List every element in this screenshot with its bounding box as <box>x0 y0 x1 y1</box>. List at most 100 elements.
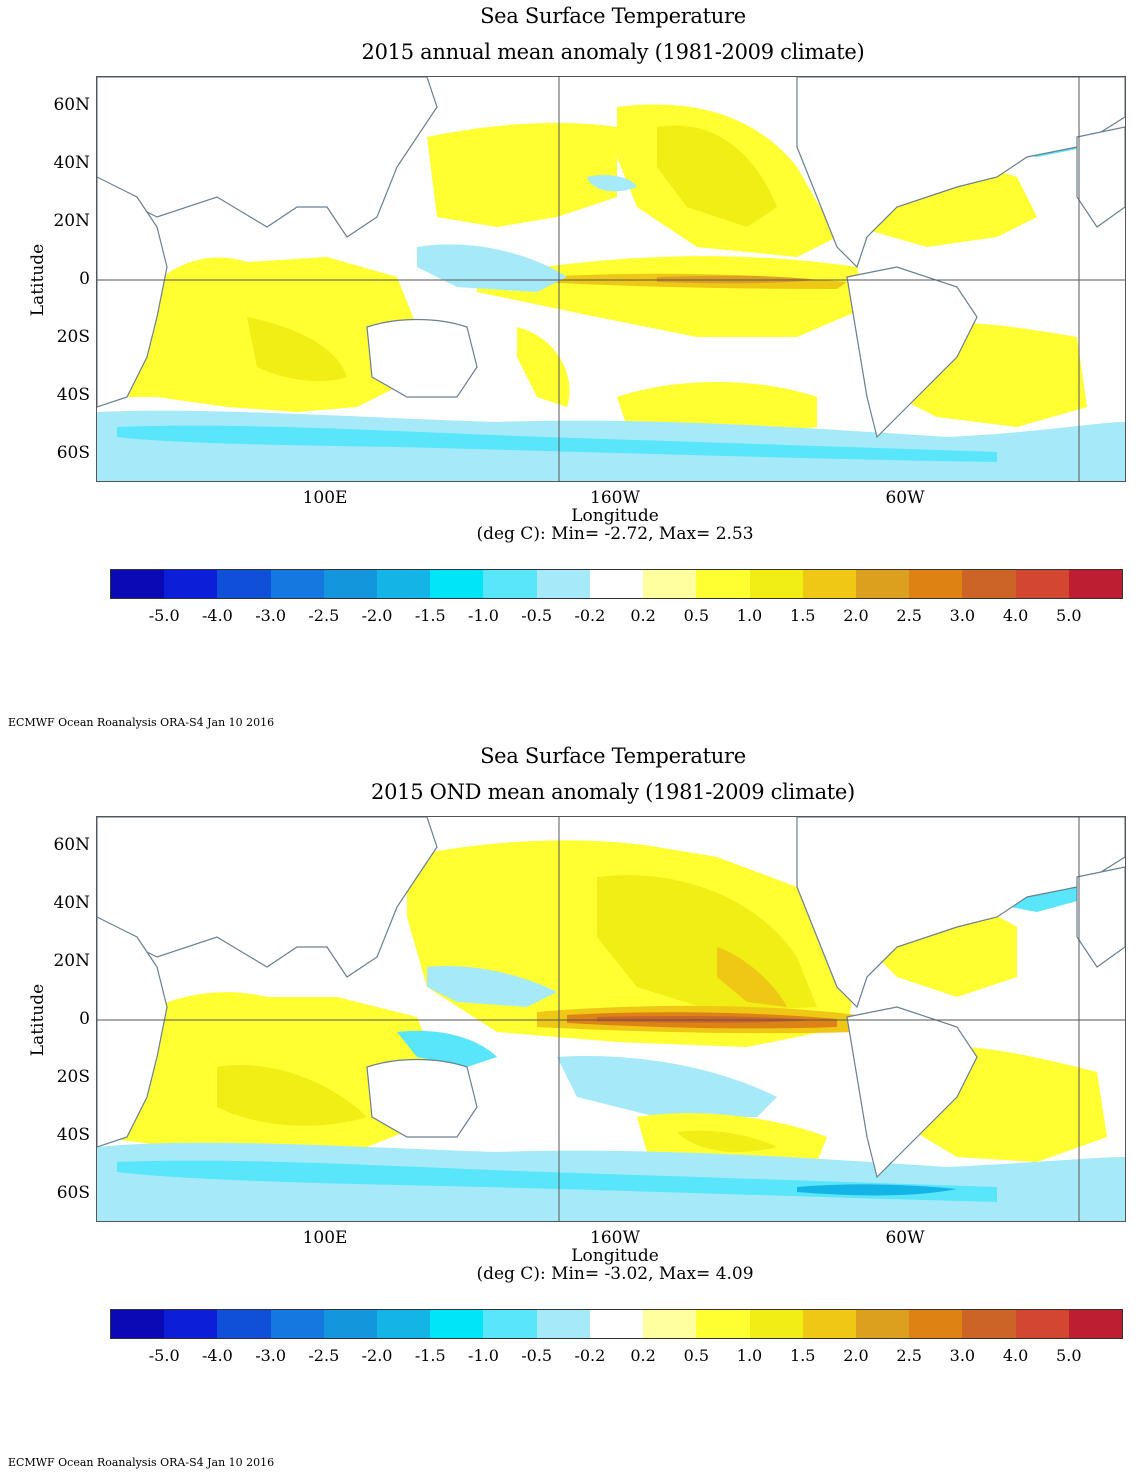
colorbar-segment <box>855 570 910 598</box>
land-africa <box>97 176 168 408</box>
lat-tick: 0 <box>79 1009 90 1029</box>
colorbar-segment <box>270 1310 325 1338</box>
chart-title: Sea Surface Temperature <box>480 4 746 28</box>
land-north-america <box>796 77 1125 269</box>
colorbar-label: -4.0 <box>201 1346 233 1365</box>
land-masses <box>97 77 1125 439</box>
anomaly-hot <box>597 1016 817 1023</box>
anomaly-warm-mid <box>217 1065 367 1126</box>
y-axis-title: Latitude <box>28 983 48 1057</box>
colorbar-segment <box>749 1310 804 1338</box>
colorbar-segment <box>855 1310 910 1338</box>
lat-tick: 40N <box>53 893 90 913</box>
colorbar-segment <box>430 570 484 598</box>
land-europe <box>1076 866 1125 968</box>
colorbar <box>110 1309 1123 1339</box>
colorbar-segment <box>164 1310 218 1338</box>
lat-tick: 20S <box>56 1067 90 1087</box>
lat-tick: 40S <box>56 385 90 405</box>
colorbar-segment <box>483 570 538 598</box>
lat-tick: 40S <box>56 1125 90 1145</box>
colorbar-segment <box>589 1310 644 1338</box>
colorbar-label: 1.0 <box>736 606 763 625</box>
colorbar-label: 4.0 <box>1002 606 1029 625</box>
anomaly-cool <box>587 175 637 192</box>
colorbar-segment <box>111 570 165 598</box>
colorbar-segment <box>909 570 963 598</box>
lat-tick: 60N <box>53 835 90 855</box>
colorbar-label: -0.2 <box>574 1346 606 1365</box>
colorbar-label: -0.5 <box>521 606 553 625</box>
colorbar-segment <box>802 570 857 598</box>
colorbar-segment <box>696 1310 751 1338</box>
chart-subtitle: 2015 annual mean anomaly (1981-2009 clim… <box>361 40 865 64</box>
lat-tick: 60N <box>53 95 90 115</box>
colorbar-label: 2.0 <box>843 606 869 625</box>
lat-tick: 20N <box>53 211 90 231</box>
colorbar-segment <box>111 1310 165 1338</box>
colorbar-label: 2.5 <box>896 606 922 625</box>
lat-tick: 60S <box>56 443 90 463</box>
colorbar-segment <box>323 1310 378 1338</box>
anomaly-cool <box>117 1160 997 1202</box>
anomaly-warm-mid <box>677 1130 777 1152</box>
lon-tick: 100E <box>302 488 348 508</box>
colorbar-label: -1.5 <box>414 606 446 625</box>
colorbar-label: 1.5 <box>790 606 816 625</box>
anomaly-warm-strong <box>717 947 787 1007</box>
anomaly-warm-mid <box>247 317 347 382</box>
anomaly-cool <box>397 1030 497 1067</box>
colorbar-label: -2.5 <box>308 1346 340 1365</box>
lat-tick: 0 <box>79 269 90 289</box>
y-axis-title: Latitude <box>28 243 48 317</box>
colorbar-label: -2.0 <box>361 1346 393 1365</box>
lat-tick: 40N <box>53 153 90 173</box>
colorbar-segment <box>1068 1310 1123 1338</box>
colorbar-label: 1.0 <box>736 1346 763 1365</box>
colorbar-label: 2.5 <box>896 1346 922 1365</box>
colorbar-label: 4.0 <box>1002 1346 1029 1365</box>
colorbar-label: 5.0 <box>1056 606 1082 625</box>
anomaly-cool <box>117 425 997 462</box>
colorbar-label: -0.2 <box>574 606 606 625</box>
colorbar-label: 0.5 <box>683 606 710 625</box>
colorbar-label: -0.5 <box>521 1346 553 1365</box>
colorbar-label: 0.2 <box>630 1346 656 1365</box>
colorbar-segment <box>909 1310 963 1338</box>
colorbar-label: -1.0 <box>468 606 499 625</box>
lon-tick: 100E <box>302 1228 348 1248</box>
colorbar-label: -1.0 <box>468 1346 499 1365</box>
x-axis-title: Longitude <box>571 1246 659 1266</box>
anomaly-map <box>96 76 1126 482</box>
colorbar-label: 3.0 <box>949 1346 976 1365</box>
colorbar-label: 1.5 <box>790 1346 816 1365</box>
colorbar-segment <box>643 570 697 598</box>
lon-tick: 160W <box>590 488 640 508</box>
lat-tick: 60S <box>56 1183 90 1203</box>
colorbar-label: -1.5 <box>414 1346 446 1365</box>
colorbar-segment <box>536 1310 591 1338</box>
land-europe <box>1076 126 1125 228</box>
land-masses <box>97 817 1125 1179</box>
colorbar <box>110 569 1123 599</box>
colorbar-label: -2.0 <box>361 606 393 625</box>
lat-tick: 20N <box>53 951 90 971</box>
colorbar-segment <box>1015 1310 1070 1338</box>
colorbar-label: 0.2 <box>630 606 656 625</box>
lat-tick: 20S <box>56 327 90 347</box>
colorbar-segment <box>536 570 591 598</box>
colorbar-segment <box>962 570 1017 598</box>
colorbar-segment <box>1068 570 1123 598</box>
colorbar-label: -5.0 <box>148 606 180 625</box>
chart-subtitle: 2015 OND mean anomaly (1981-2009 climate… <box>371 780 855 804</box>
colorbar-label: -4.0 <box>201 606 233 625</box>
lon-tick: 60W <box>885 488 925 508</box>
colorbar-segment <box>962 1310 1017 1338</box>
panel-ond: Sea Surface Temperature 2015 OND mean an… <box>0 740 1146 1480</box>
colorbar-label: 2.0 <box>843 1346 869 1365</box>
colorbar-label: -3.0 <box>255 1346 287 1365</box>
colorbar-label: 3.0 <box>949 606 976 625</box>
colorbar-segment <box>323 570 378 598</box>
colorbar-label: 5.0 <box>1056 1346 1082 1365</box>
land-australia <box>366 1058 478 1138</box>
